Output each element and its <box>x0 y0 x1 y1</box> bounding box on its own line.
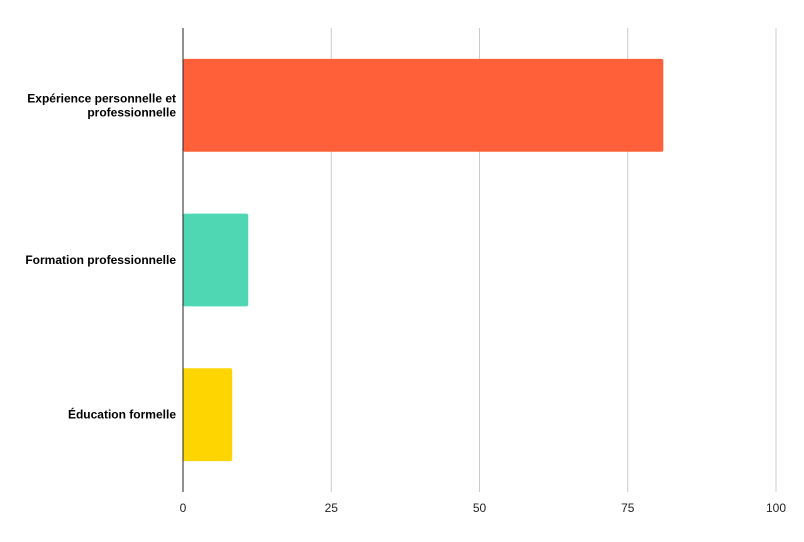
x-tick-label-50: 50 <box>473 501 487 515</box>
bars <box>183 58 664 462</box>
bar-experience-personnelle-et-professionnelle <box>183 58 664 152</box>
tick-labels: 0 25 50 75 100 <box>180 501 787 515</box>
x-tick-label-100: 100 <box>766 501 786 515</box>
bar-education-formelle <box>183 368 233 462</box>
x-tick-label-25: 25 <box>325 501 339 515</box>
category-labels: Expérience personnelle etprofessionnelle… <box>25 91 176 421</box>
category-label-experience-personnelle-et-professionnelle-line-2: professionnelle <box>87 105 176 119</box>
bar-formation-professionnelle <box>183 213 249 307</box>
category-label-education-formelle: Éducation formelle <box>68 407 176 422</box>
x-tick-label-0: 0 <box>180 501 187 515</box>
category-label-experience-personnelle-et-professionnelle-line-1: Expérience personnelle et <box>27 91 176 105</box>
category-label-formation-professionnelle: Formation professionnelle <box>25 253 176 267</box>
x-tick-label-75: 75 <box>621 501 635 515</box>
